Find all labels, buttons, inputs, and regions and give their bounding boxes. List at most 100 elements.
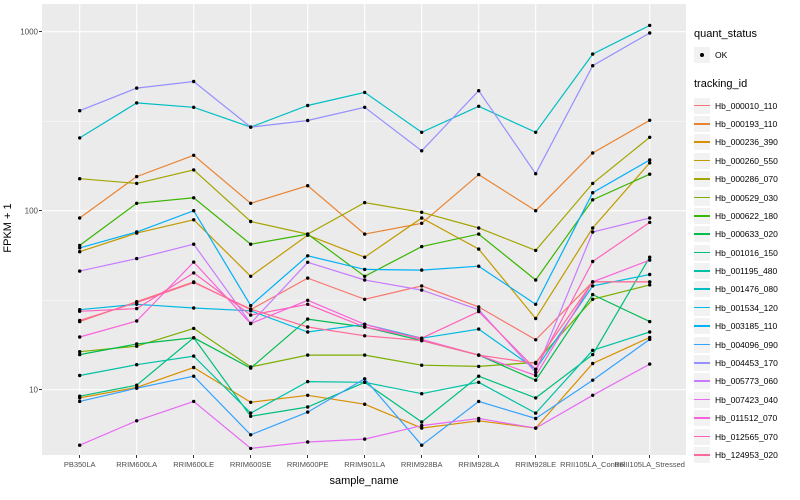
data-point-marker	[363, 334, 367, 338]
data-point-marker	[363, 437, 367, 441]
data-point-marker	[192, 196, 196, 200]
plot-panel	[42, 4, 686, 455]
data-point-marker	[591, 151, 595, 155]
x-tick-mark	[421, 455, 423, 458]
data-point-marker	[306, 379, 310, 384]
legend-item-tracking-id: Hb_124953_020	[694, 446, 798, 464]
data-point-marker	[78, 352, 82, 357]
legend-color-line	[694, 454, 710, 456]
data-point-marker	[78, 394, 82, 398]
data-point-marker	[534, 278, 538, 282]
data-point-marker	[363, 325, 367, 329]
data-point-marker	[477, 247, 481, 251]
legend-color-line	[694, 306, 710, 309]
data-point-marker	[249, 321, 253, 326]
legend-label: Hb_011512_070	[715, 413, 778, 424]
x-tick-mark	[592, 455, 594, 458]
data-point-marker	[591, 181, 595, 186]
data-point-marker	[192, 280, 196, 285]
x-tick-label: RRIM901LA	[344, 460, 386, 469]
x-tick-label: RRIM600LE	[173, 460, 215, 469]
data-point-marker	[78, 318, 82, 323]
data-point-marker	[591, 259, 595, 264]
legend-label: Hb_004453_170	[715, 358, 778, 369]
data-point-marker	[192, 260, 196, 264]
data-point-marker	[477, 374, 481, 378]
x-tick-label: RRII105LA_Stressed	[614, 460, 685, 469]
data-point-marker	[306, 232, 310, 236]
legend-item-tracking-id: Hb_000010_110	[694, 96, 798, 114]
data-point-marker	[135, 230, 139, 234]
data-point-marker	[78, 373, 82, 378]
data-point-marker	[192, 354, 196, 358]
data-point-marker	[534, 416, 538, 421]
data-point-marker	[363, 232, 367, 236]
data-point-marker	[420, 420, 424, 424]
data-point-marker	[78, 109, 82, 113]
data-point-marker	[420, 149, 424, 153]
data-point-marker	[420, 244, 424, 249]
legend-color-line	[694, 251, 710, 254]
data-point-marker	[648, 23, 652, 28]
data-point-marker	[363, 402, 367, 406]
point-marker-icon	[700, 53, 704, 58]
data-point-marker	[192, 242, 196, 246]
legend-item-tracking-id: Hb_000236_390	[694, 133, 798, 151]
data-point-marker	[420, 443, 424, 447]
data-point-marker	[306, 317, 310, 321]
data-point-marker	[420, 130, 424, 134]
data-point-marker	[78, 243, 82, 248]
legend-label: Hb_000633_020	[715, 229, 778, 240]
data-point-marker	[591, 361, 595, 366]
data-point-marker	[648, 258, 652, 262]
data-point-marker	[135, 174, 139, 179]
x-tick-mark	[79, 455, 81, 458]
data-point-marker	[78, 335, 82, 339]
legend-label: Hb_001195_480	[715, 266, 778, 277]
legend-color-line	[694, 196, 710, 199]
x-tick-label: RRIM600SE	[229, 460, 272, 469]
x-tick-mark	[136, 455, 138, 458]
data-point-marker	[363, 297, 367, 301]
legend-key-line-icon	[694, 281, 710, 298]
data-point-marker	[534, 209, 538, 213]
data-point-marker	[135, 101, 139, 105]
legend-item-tracking-id: Hb_000633_020	[694, 225, 798, 243]
x-tick-label: PB350LA	[63, 460, 96, 469]
data-point-marker	[420, 221, 424, 225]
legend-key-line-icon	[694, 171, 710, 188]
legend-key-line-icon	[694, 152, 710, 169]
data-point-marker	[591, 191, 595, 195]
data-point-marker	[420, 338, 424, 343]
data-point-marker	[135, 306, 139, 311]
data-point-marker	[78, 177, 82, 181]
legend-item-tracking-id: Hb_004096_090	[694, 335, 798, 353]
data-point-marker	[306, 254, 310, 258]
legend-item-quant-status: OK	[694, 46, 798, 64]
data-point-marker	[420, 216, 424, 220]
legend-color-line	[694, 104, 710, 107]
legend-key-line-icon	[694, 391, 710, 408]
data-point-marker	[135, 419, 139, 423]
data-point-marker	[477, 380, 481, 384]
data-point-marker	[135, 386, 139, 390]
data-point-marker	[78, 269, 82, 273]
x-axis-title: sample_name	[329, 475, 399, 487]
data-point-marker	[249, 400, 253, 404]
data-point-marker	[249, 242, 253, 246]
data-point-marker	[648, 161, 652, 165]
data-point-marker	[648, 255, 652, 259]
data-point-marker	[78, 350, 82, 354]
data-point-marker	[477, 305, 481, 309]
data-point-marker	[306, 184, 310, 188]
data-point-marker	[306, 103, 310, 108]
data-point-marker	[477, 309, 481, 314]
data-point-marker	[249, 303, 253, 308]
data-point-marker	[249, 274, 253, 278]
data-point-marker	[534, 248, 538, 253]
legend-label: Hb_007423_040	[715, 394, 778, 405]
data-point-marker	[534, 426, 538, 430]
data-point-marker	[135, 181, 139, 186]
data-point-marker	[591, 393, 595, 397]
